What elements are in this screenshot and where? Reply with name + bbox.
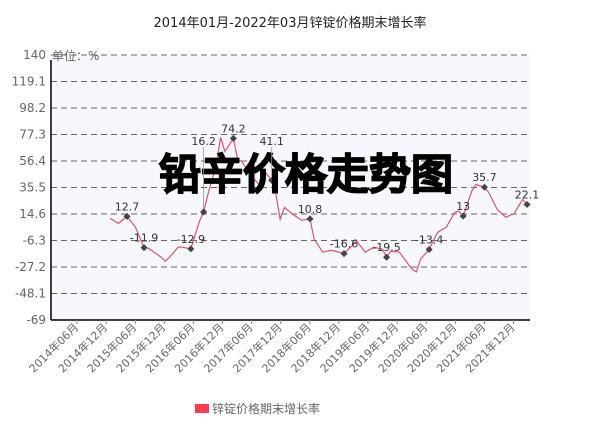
data-point[interactable] — [140, 244, 148, 252]
data-point[interactable] — [523, 200, 531, 209]
chart-title: 2014年01月-2022年03月锌锭价格期末增长率 — [154, 15, 427, 31]
data-point[interactable] — [306, 215, 314, 223]
data-label: -11.9 — [130, 232, 158, 245]
data-label: -12.9 — [177, 233, 205, 246]
data-labels: 12.7 -11.9 -12.9 16.2 74.2 41.1 10.8 -16.6 -19.5… — [115, 122, 539, 254]
data-label: 16.2 — [191, 135, 216, 148]
x-axis-ticks: 2014年06月2014年12月2015年06月2015年12月2016年06月… — [26, 320, 518, 375]
y-tick-label: 56.4 — [19, 154, 46, 168]
y-tick-label: -69 — [26, 313, 46, 327]
data-label: 10.8 — [298, 203, 323, 216]
data-label: 12.7 — [115, 200, 140, 213]
data-point[interactable] — [187, 245, 195, 253]
y-tick-label: 35.5 — [19, 181, 46, 195]
data-label: 22.1 — [515, 188, 540, 201]
data-point[interactable] — [229, 134, 237, 142]
data-label: 74.2 — [221, 122, 246, 135]
y-tick-label: 140 — [23, 48, 46, 62]
data-point[interactable] — [459, 212, 467, 220]
data-point[interactable] — [383, 253, 391, 261]
data-point[interactable] — [123, 212, 131, 220]
y-tick-label: -6.3 — [23, 234, 46, 248]
y-tick-label: 77.3 — [19, 128, 46, 142]
data-label: -19.5 — [372, 241, 400, 254]
y-axis-ticks: 140 119.1 98.2 77.3 56.4 35.5 14.6 -6.3 -27.2 -48… — [12, 48, 46, 327]
data-point[interactable] — [340, 250, 348, 258]
y-tick-label: -27.2 — [15, 260, 46, 274]
y-tick-label: 98.2 — [19, 101, 46, 115]
data-label: 13 — [456, 200, 470, 213]
data-point[interactable] — [480, 183, 488, 191]
data-point[interactable] — [200, 208, 208, 216]
data-point[interactable] — [268, 176, 276, 184]
legend[interactable]: 锌锭价格期末增长率 — [195, 401, 320, 416]
y-tick-label: 119.1 — [12, 75, 46, 89]
data-label: 35.7 — [472, 171, 497, 184]
y-tick-label: -48.1 — [15, 287, 46, 301]
data-label: -16.6 — [330, 238, 358, 251]
series-line — [109, 136, 528, 274]
data-label: -13.4 — [415, 234, 443, 247]
legend-swatch — [195, 404, 209, 413]
plot-area — [51, 55, 530, 320]
data-label: 41.1 — [259, 135, 284, 148]
watermark: 铅辛价格走势图 — [159, 150, 453, 199]
series-line-group — [109, 134, 531, 274]
unit-label: 单位：% — [52, 48, 99, 63]
data-point[interactable] — [425, 245, 433, 254]
y-tick-label: 14.6 — [19, 207, 46, 221]
legend-label: 锌锭价格期末增长率 — [212, 401, 320, 416]
